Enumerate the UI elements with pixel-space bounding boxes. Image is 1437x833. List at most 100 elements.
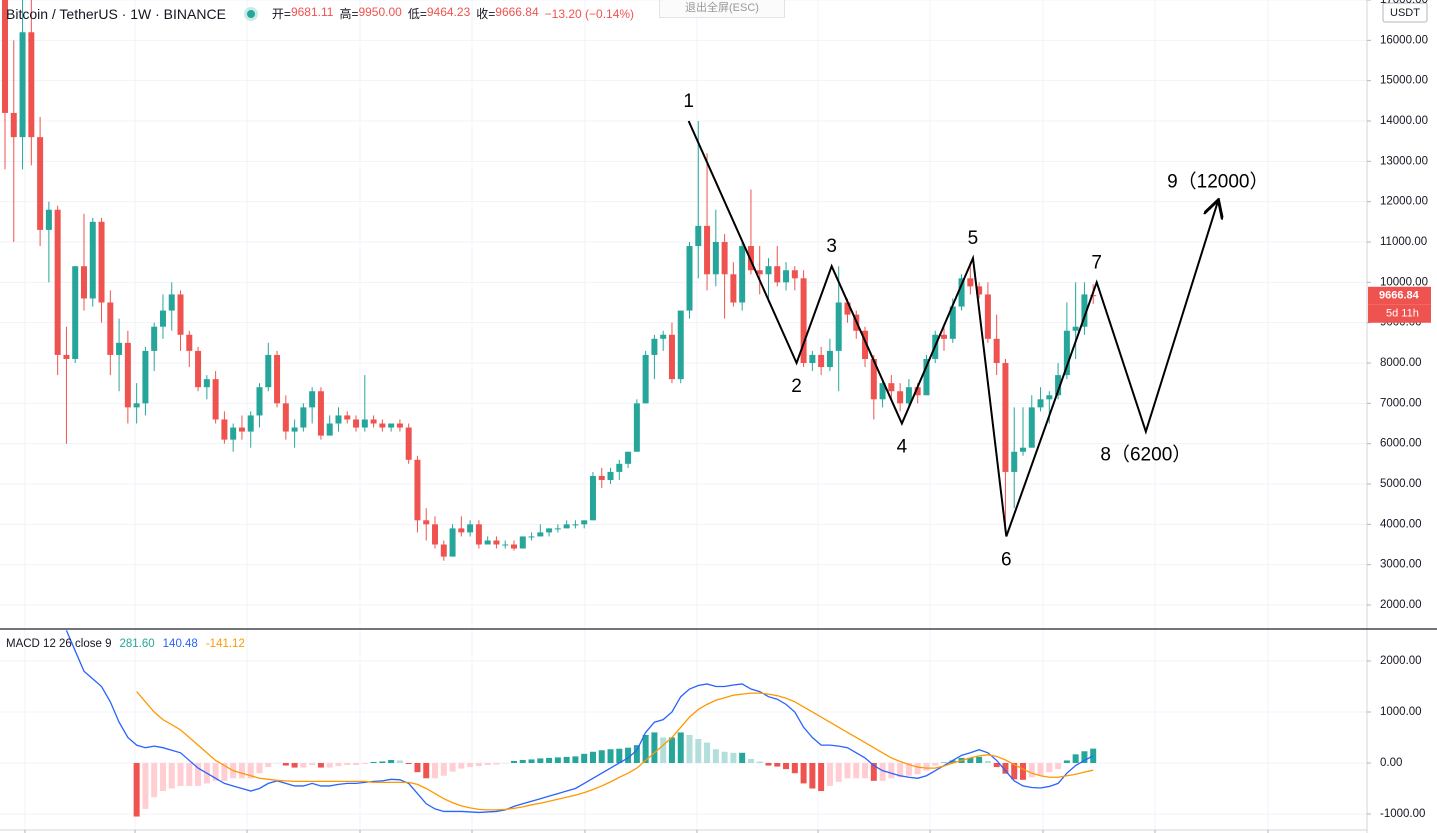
candle-body: [589, 475, 596, 521]
candle-body: [265, 354, 272, 388]
macd-line: [65, 630, 1094, 814]
candle-body: [888, 383, 895, 392]
y-tick-label: 4000.00: [1380, 518, 1422, 530]
histogram-bar: [563, 756, 570, 763]
candle-body: [1037, 399, 1044, 408]
wave-label: 3: [826, 236, 837, 257]
histogram-bar: [423, 762, 430, 779]
histogram-bar: [238, 762, 245, 779]
candle-body: [361, 419, 368, 428]
candle-body: [274, 354, 281, 404]
histogram-bar: [888, 762, 895, 779]
y-tick-label: 17000.00: [1380, 0, 1428, 6]
candle-body: [1063, 330, 1070, 376]
histogram-bar: [835, 762, 842, 782]
histogram-bar: [440, 762, 447, 776]
ohlc-value: 9681.11: [290, 5, 334, 19]
candle-body: [440, 544, 447, 557]
histogram-bar: [537, 758, 544, 763]
histogram-bar: [449, 762, 456, 772]
candle-body: [949, 306, 956, 339]
candle-body: [449, 528, 456, 557]
candle-body: [572, 524, 579, 526]
histogram-bar: [633, 745, 640, 763]
histogram-bar: [853, 762, 860, 779]
candle-body: [844, 302, 851, 315]
candle-body: [28, 32, 35, 138]
candle-body: [142, 350, 149, 404]
histogram-bar: [721, 751, 728, 763]
histogram-bar: [607, 749, 614, 763]
histogram-bar: [1072, 754, 1079, 763]
histogram-bar: [186, 762, 193, 786]
histogram-bar: [1002, 762, 1009, 774]
histogram-bar: [572, 756, 579, 763]
histogram-bar: [221, 762, 228, 781]
histogram-bar: [546, 757, 553, 763]
wave-label: 6: [1001, 549, 1012, 570]
candle-body: [660, 334, 667, 339]
histogram-bar: [458, 762, 465, 769]
candle-body: [396, 423, 403, 428]
candle-body: [818, 354, 825, 368]
candle-body: [475, 524, 482, 545]
symbol-header: Bitcoin / TetherUS · 1W · BINANCE 开= 9681…: [6, 5, 634, 22]
histogram-bar: [282, 762, 289, 766]
ohlc-label: 高=: [339, 7, 359, 21]
candle-body: [423, 520, 430, 525]
candle-body: [598, 475, 605, 480]
candle-body: [677, 310, 684, 380]
candle-body: [388, 423, 395, 428]
candle-body: [1090, 295, 1097, 297]
candle-body: [1019, 447, 1026, 452]
candle-body: [72, 266, 79, 359]
candle-body: [19, 32, 26, 138]
histogram-bar: [818, 762, 825, 792]
candle-body: [941, 334, 948, 339]
histogram-bar: [247, 762, 254, 779]
histogram-bar: [265, 762, 272, 768]
candle-body: [800, 278, 807, 364]
histogram-bar: [1037, 762, 1044, 776]
histogram-bar: [923, 762, 930, 771]
candle-body: [124, 342, 131, 408]
candle-body: [133, 403, 140, 408]
y-tick-label: 2000.00: [1380, 599, 1422, 611]
macd-values: 281.60 140.48 -141.12: [119, 638, 244, 650]
candle-body: [37, 137, 44, 230]
candle-body: [230, 427, 237, 440]
candle-body: [686, 246, 693, 311]
histogram-bar: [862, 762, 869, 779]
candle-body: [721, 242, 728, 275]
histogram-bar: [668, 737, 675, 763]
candle-body: [405, 427, 412, 460]
candle-body: [1046, 395, 1053, 400]
histogram-bar: [756, 761, 763, 763]
unit-box[interactable]: [1382, 2, 1428, 23]
candle-body: [923, 358, 930, 396]
histogram-bar: [642, 734, 649, 763]
candle-body: [967, 278, 974, 287]
candle-body: [107, 302, 114, 355]
histogram-bar: [142, 762, 149, 809]
histogram-bar: [695, 739, 702, 763]
ohlc-label: 低=: [407, 7, 427, 21]
candle-body: [98, 221, 105, 303]
histogram-bar: [484, 762, 491, 766]
histogram-bar: [475, 762, 482, 767]
histogram-bar: [897, 762, 904, 778]
legend-value: -141.12: [205, 638, 245, 650]
histogram-bar: [519, 759, 526, 763]
histogram-bar: [993, 762, 1000, 768]
histogram-bar: [309, 762, 316, 766]
candle-body: [370, 419, 377, 424]
candle-body: [116, 342, 123, 355]
candle-body: [291, 427, 298, 432]
candle-body: [1055, 375, 1062, 396]
histogram-bar: [976, 756, 983, 763]
status-dot[interactable]: [243, 6, 258, 21]
histogram-bar: [344, 762, 351, 766]
histogram-bar: [335, 762, 342, 767]
histogram-bar: [800, 762, 807, 784]
exit-fullscreen[interactable]: 退出全屏(ESC): [659, 0, 785, 18]
